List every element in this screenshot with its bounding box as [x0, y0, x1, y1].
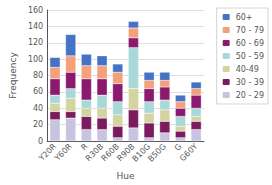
svg-text:20 - 29: 20 - 29: [236, 91, 264, 100]
svg-text:40-49: 40-49: [236, 65, 259, 74]
svg-text:30 - 39: 30 - 39: [236, 78, 264, 87]
svg-text:40: 40: [33, 104, 43, 113]
svg-text:160: 160: [28, 6, 43, 15]
svg-text:0: 0: [38, 137, 43, 146]
svg-text:50 - 59: 50 - 59: [236, 52, 264, 61]
svg-text:G: G: [173, 142, 184, 153]
svg-text:70 - 79: 70 - 79: [236, 26, 264, 35]
svg-text:60: 60: [33, 87, 43, 96]
svg-text:R60B: R60B: [99, 141, 121, 164]
svg-text:B50G: B50G: [146, 142, 168, 164]
svg-text:Y20R: Y20R: [37, 142, 59, 164]
svg-text:R30B: R30B: [83, 141, 106, 164]
svg-text:20: 20: [33, 120, 43, 129]
svg-text:120: 120: [28, 38, 43, 47]
svg-text:Frequency: Frequency: [8, 52, 18, 99]
svg-text:Y60R: Y60R: [52, 142, 74, 164]
svg-text:Hue: Hue: [117, 171, 135, 181]
svg-text:R90B: R90B: [115, 141, 137, 164]
svg-text:140: 140: [28, 22, 43, 31]
svg-text:G60Y: G60Y: [178, 142, 199, 163]
svg-text:B10G: B10G: [130, 141, 153, 164]
svg-text:60 - 69: 60 - 69: [236, 39, 264, 48]
svg-text:60+: 60+: [236, 13, 253, 22]
svg-text:80: 80: [33, 71, 43, 80]
svg-text:R: R: [79, 142, 90, 153]
svg-text:100: 100: [28, 55, 43, 64]
